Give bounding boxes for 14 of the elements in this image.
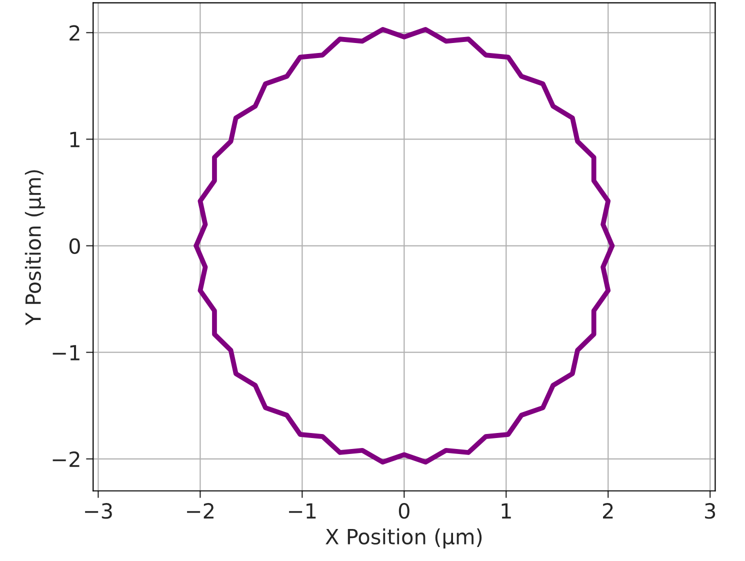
y-tick-label: 0 — [69, 238, 80, 254]
x-tick-label: −2 — [187, 503, 214, 519]
x-tick-label: 3 — [705, 503, 716, 519]
x-tick-label: −1 — [289, 503, 316, 519]
x-tick-label: 2 — [603, 503, 613, 519]
x-tick-label: 1 — [502, 503, 511, 519]
x-tick-label: 0 — [398, 503, 410, 519]
y-tick-label: −1 — [52, 345, 80, 360]
y-tick-label: −2 — [52, 451, 80, 467]
y-tick-label: 2 — [70, 25, 80, 41]
x-tick-label: −3 — [85, 503, 112, 519]
x-axis-title: X Position (μm) — [326, 528, 482, 549]
y-axis-title: Y Position (μm) — [24, 170, 46, 326]
y-tick-label: 1 — [70, 132, 80, 148]
